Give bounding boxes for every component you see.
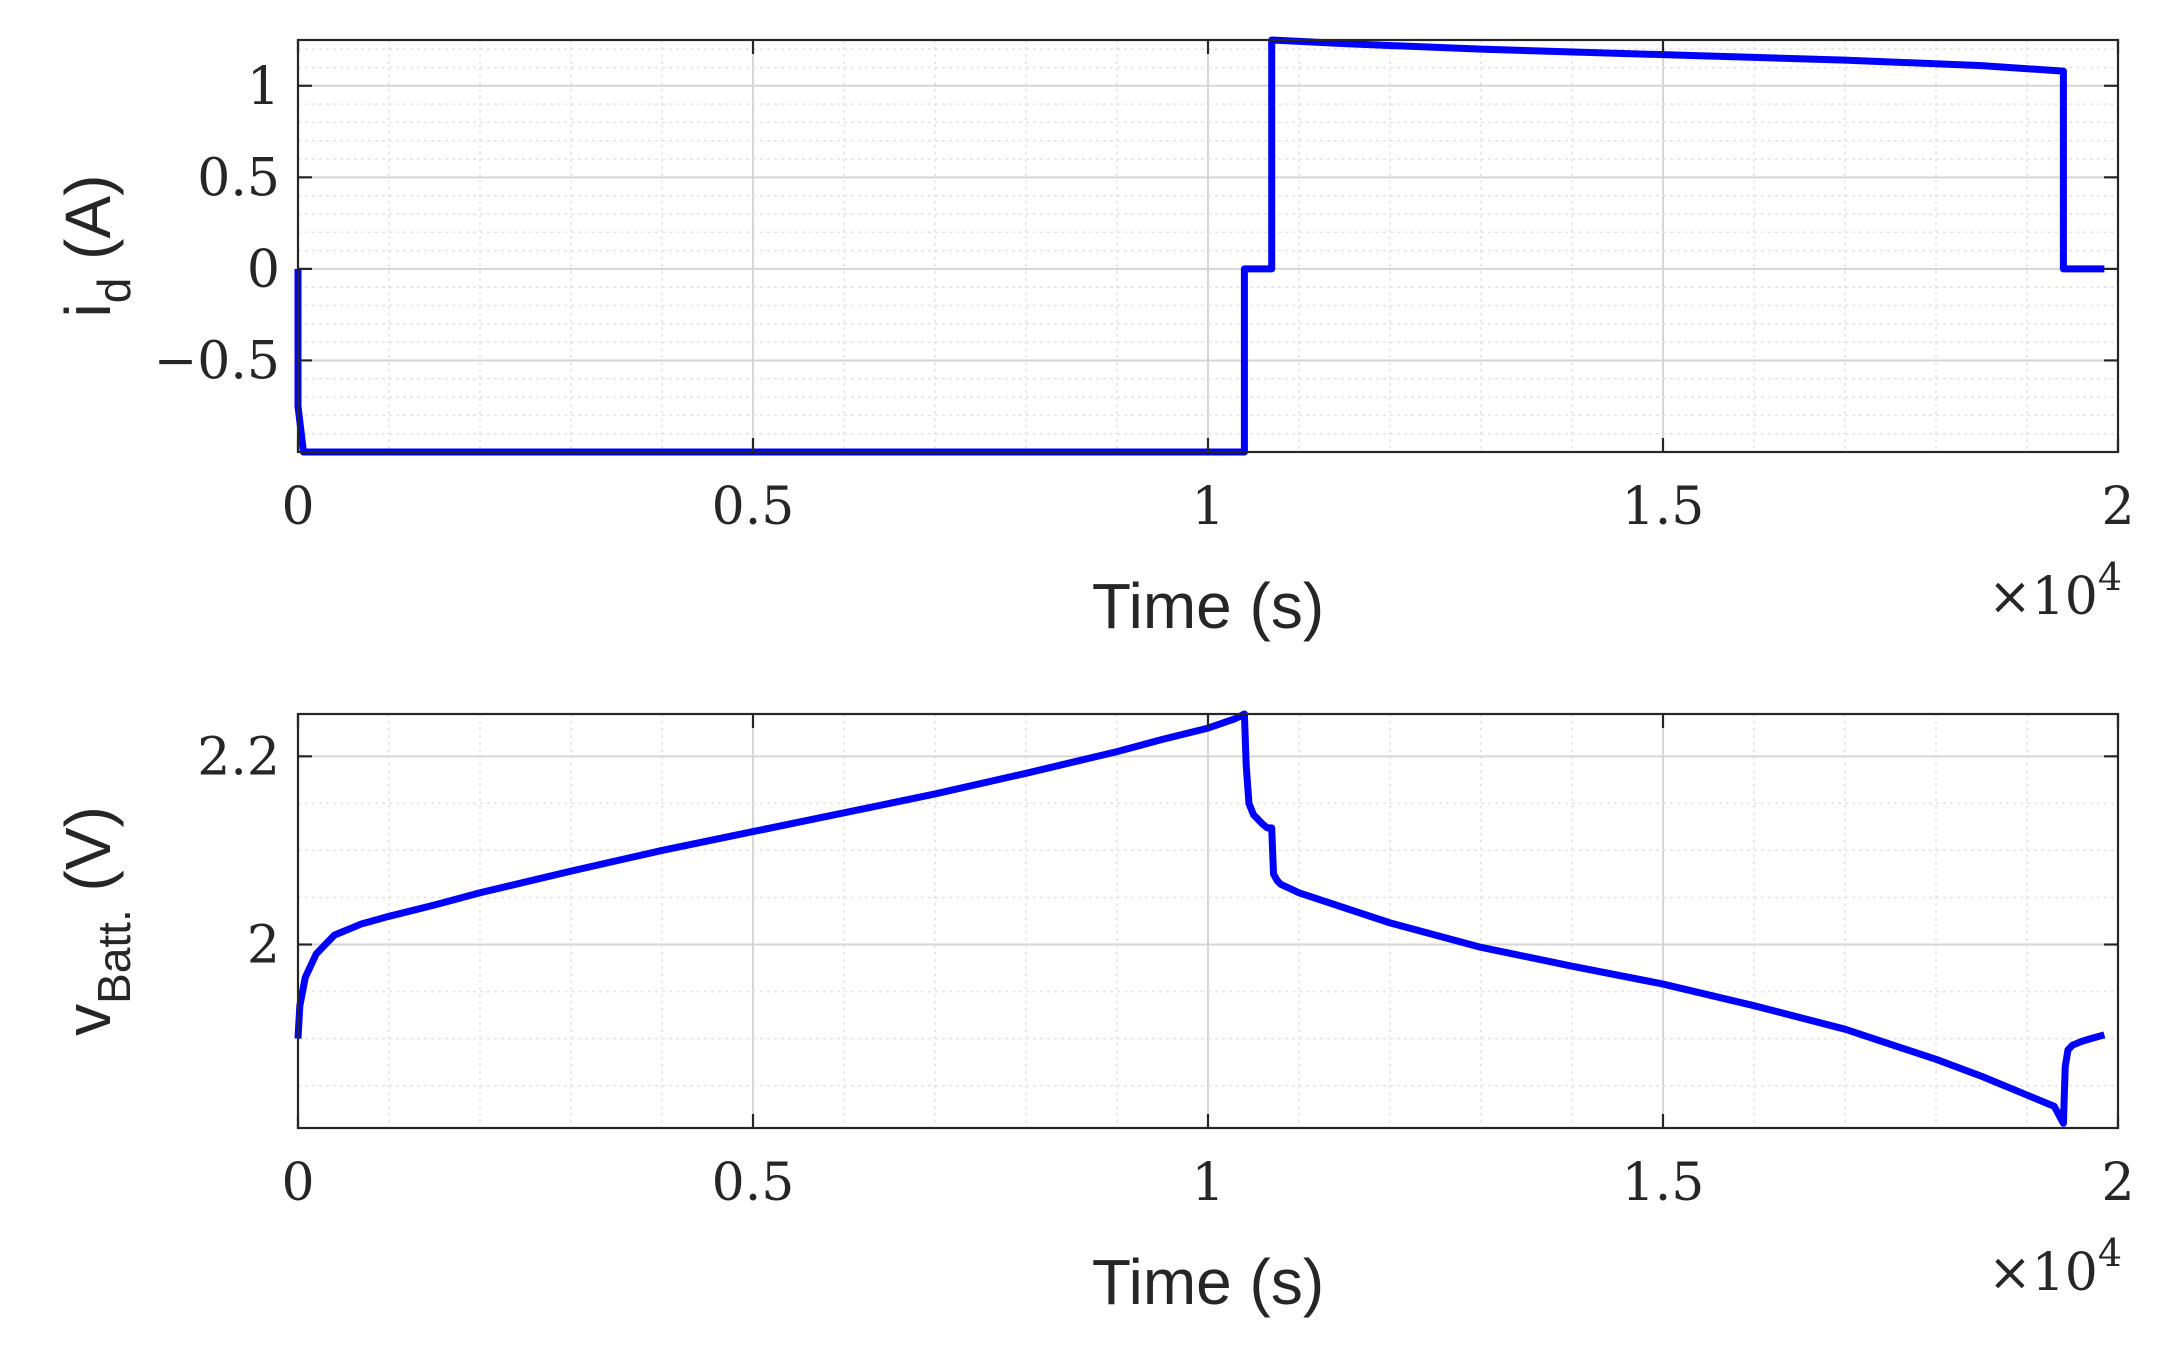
x-tick-label: 2 bbox=[2101, 477, 2134, 537]
x-tick-label: 1.5 bbox=[1622, 477, 1705, 537]
x-tick-label: 1 bbox=[1191, 1153, 1224, 1213]
ticks: 0 0.5 1 1.5 2 2 2.2 bbox=[197, 714, 2135, 1213]
x-tick-label: 0 bbox=[281, 477, 314, 537]
grid bbox=[297, 714, 2119, 1128]
current-subplot: 0 0.5 1 1.5 2 −0.5 0 0.5 1 Time (s) ×104 id (A) bbox=[52, 36, 2135, 642]
x-axis-title: Time (s) bbox=[1092, 570, 1324, 642]
ticks: 0 0.5 1 1.5 2 −0.5 0 0.5 1 bbox=[154, 40, 2135, 537]
x-tick-label: 1.5 bbox=[1622, 1153, 1705, 1213]
y-axis-title: vBatt. (V) bbox=[52, 806, 140, 1036]
y-tick-label: 0 bbox=[247, 240, 280, 300]
grid bbox=[297, 40, 2119, 453]
x-tick-label: 2 bbox=[2101, 1153, 2134, 1213]
y-axis-title: id (A) bbox=[52, 175, 140, 318]
voltage-series-line bbox=[294, 710, 2106, 1127]
y-tick-label: −0.5 bbox=[154, 331, 280, 391]
voltage-subplot: 0 0.5 1 1.5 2 2 2.2 Time (s) ×104 vBatt. (V) bbox=[52, 710, 2135, 1318]
y-tick-label: 2 bbox=[247, 916, 280, 976]
x-tick-label: 0.5 bbox=[712, 1153, 795, 1213]
y-tick-label: 2.2 bbox=[197, 727, 280, 787]
x-axis-exponent: ×104 bbox=[1988, 555, 2122, 627]
x-axis-title: Time (s) bbox=[1092, 1246, 1324, 1318]
y-tick-label: 0.5 bbox=[197, 148, 280, 208]
x-tick-label: 0 bbox=[281, 1153, 314, 1213]
x-tick-label: 0.5 bbox=[712, 477, 795, 537]
x-tick-label: 1 bbox=[1191, 477, 1224, 537]
current-series-line bbox=[294, 36, 2105, 456]
x-axis-exponent: ×104 bbox=[1988, 1231, 2122, 1303]
y-tick-label: 1 bbox=[247, 57, 280, 117]
